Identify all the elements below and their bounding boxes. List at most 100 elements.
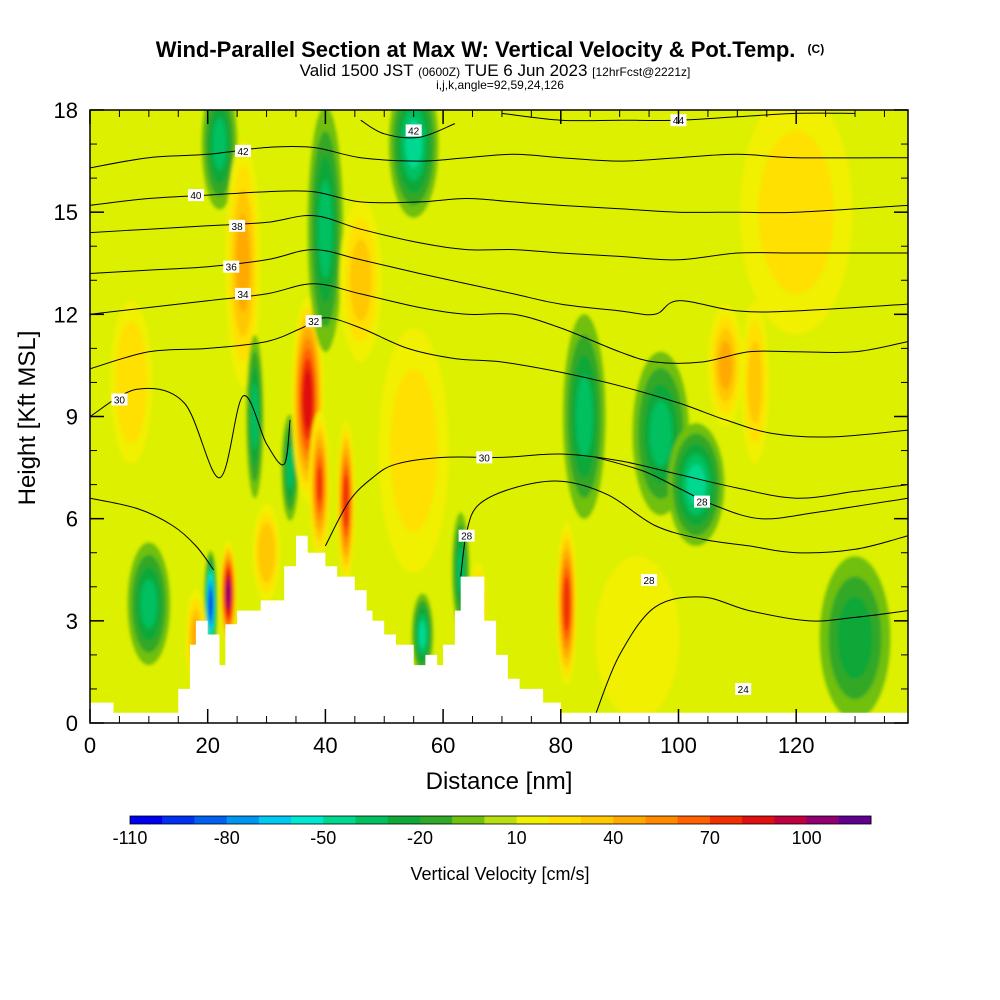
theta-contour-line bbox=[595, 596, 908, 713]
theta-contour-label: 42 bbox=[235, 144, 252, 158]
colorbar-swatch bbox=[677, 816, 711, 824]
y-axis-label: Height [Kft MSL] bbox=[14, 331, 41, 506]
x-tick-label: 120 bbox=[778, 733, 815, 758]
colorbar-tick-label: -50 bbox=[310, 828, 336, 848]
theta-contour-label: 34 bbox=[235, 287, 252, 301]
y-tick-label: 0 bbox=[66, 711, 78, 736]
theta-label-box bbox=[235, 144, 252, 157]
colorbar-swatch bbox=[548, 816, 582, 824]
velocity-cell bbox=[307, 110, 344, 352]
theta-contour-line bbox=[324, 453, 908, 547]
x-tick-label: 40 bbox=[313, 733, 337, 758]
utc-time: (0600Z) bbox=[418, 65, 460, 79]
colorbar-swatch bbox=[709, 816, 743, 824]
velocity-cell bbox=[389, 110, 439, 218]
velocity-cell bbox=[563, 314, 606, 519]
colorbar-swatch bbox=[258, 816, 292, 824]
theta-label-box bbox=[223, 260, 240, 273]
colorbar-tick-label: 100 bbox=[792, 828, 822, 848]
theta-contour-label: 40 bbox=[187, 189, 204, 202]
chart-subtitle: Valid 1500 JST (0600Z) TUE 6 Jun 2023 [1… bbox=[300, 61, 691, 80]
velocity-cell-band bbox=[144, 591, 153, 617]
colorbar-swatch bbox=[645, 816, 679, 824]
colorbar: -110 -80 -50 -20 10 40 70 100 bbox=[113, 815, 872, 848]
theta-contour-label: 24 bbox=[735, 682, 752, 696]
colorbar-swatch bbox=[806, 816, 840, 824]
colorbar-tick-label: 70 bbox=[700, 828, 720, 848]
theta-contour-line bbox=[360, 119, 456, 139]
theta-contour-label: 30 bbox=[111, 393, 128, 406]
velocity-cell bbox=[667, 423, 725, 546]
theta-label-text: 40 bbox=[190, 191, 202, 202]
theta-contour-label: 38 bbox=[229, 219, 246, 233]
theta-contour-line bbox=[90, 317, 908, 438]
colorbar-swatch bbox=[774, 816, 807, 824]
theta-contour-label: 28 bbox=[641, 573, 658, 587]
theta-contour-label: 42 bbox=[405, 124, 422, 137]
theta-label-box bbox=[694, 495, 711, 508]
velocity-cell-band bbox=[253, 400, 257, 433]
colorbar-swatch bbox=[484, 816, 518, 824]
forecast-run: [12hrFcst@2221z] bbox=[592, 65, 690, 79]
velocity-cell-band bbox=[288, 457, 292, 479]
colorbar-tick-label: 10 bbox=[507, 828, 527, 848]
colorbar-swatch bbox=[194, 816, 228, 824]
velocity-cell bbox=[707, 304, 744, 427]
velocity-cell bbox=[819, 556, 891, 720]
theta-label-text: 42 bbox=[237, 147, 249, 158]
velocity-cell bbox=[308, 411, 331, 559]
velocity-cell-band bbox=[318, 475, 321, 494]
colorbar-swatch bbox=[130, 816, 163, 824]
theta-contour-line bbox=[90, 249, 908, 316]
velocity-cell bbox=[740, 300, 770, 465]
velocity-cell-band bbox=[565, 594, 568, 613]
colorbar-swatch bbox=[387, 816, 421, 824]
velocity-cell-band bbox=[623, 610, 652, 666]
velocity-cell bbox=[556, 522, 578, 686]
velocity-cell-band bbox=[580, 396, 589, 437]
x-tick-label: 20 bbox=[195, 733, 219, 758]
velocity-cell-band bbox=[722, 353, 730, 378]
theta-contour-label: 32 bbox=[305, 315, 322, 328]
theta-label-box bbox=[305, 315, 322, 328]
velocity-cell-band bbox=[355, 259, 367, 301]
velocity-cell-band bbox=[420, 627, 425, 642]
velocity-cell-band bbox=[401, 409, 426, 492]
theta-label-text: 42 bbox=[408, 126, 420, 137]
colorbar-swatch bbox=[742, 816, 775, 824]
x-tick-label: 80 bbox=[549, 733, 573, 758]
colorbar-swatch bbox=[581, 816, 614, 824]
theta-contour-label: 36 bbox=[223, 260, 240, 274]
valid-date: TUE 6 Jun 2023 bbox=[465, 61, 588, 80]
copyright-mark: (C) bbox=[808, 42, 825, 56]
velocity-cell-band bbox=[751, 362, 759, 403]
theta-label-box bbox=[735, 682, 752, 695]
theta-label-box bbox=[111, 393, 128, 406]
colorbar-swatch bbox=[516, 816, 550, 824]
colorbar-swatch bbox=[162, 816, 195, 824]
colorbar-swatch bbox=[323, 816, 356, 824]
theta-label-box bbox=[458, 529, 475, 542]
velocity-cell-band bbox=[263, 542, 270, 563]
y-tick-label: 18 bbox=[54, 98, 78, 123]
velocity-cell bbox=[110, 300, 153, 465]
terrain-mask bbox=[90, 535, 908, 723]
theta-label-box bbox=[641, 573, 658, 586]
theta-contour-label: 28 bbox=[458, 529, 475, 543]
theta-label-text: 24 bbox=[738, 685, 750, 696]
chart-title: Wind-Parallel Section at Max W: Vertical… bbox=[156, 37, 824, 62]
y-tick-label: 3 bbox=[66, 609, 78, 634]
colorbar-tick-label: -20 bbox=[407, 828, 433, 848]
colorbar-tick-label: 40 bbox=[603, 828, 623, 848]
theta-label-text: 32 bbox=[308, 317, 320, 328]
y-tick-label: 15 bbox=[54, 200, 78, 225]
velocity-cell bbox=[339, 198, 382, 362]
y-tick-label: 12 bbox=[54, 302, 78, 327]
theta-label-box bbox=[187, 189, 204, 202]
velocity-cell-band bbox=[321, 204, 329, 254]
colorbar-tick-label: -110 bbox=[113, 828, 148, 848]
x-axis: 0 20 40 60 80 100 120 bbox=[84, 110, 885, 758]
valid-time: Valid 1500 JST bbox=[300, 61, 414, 80]
